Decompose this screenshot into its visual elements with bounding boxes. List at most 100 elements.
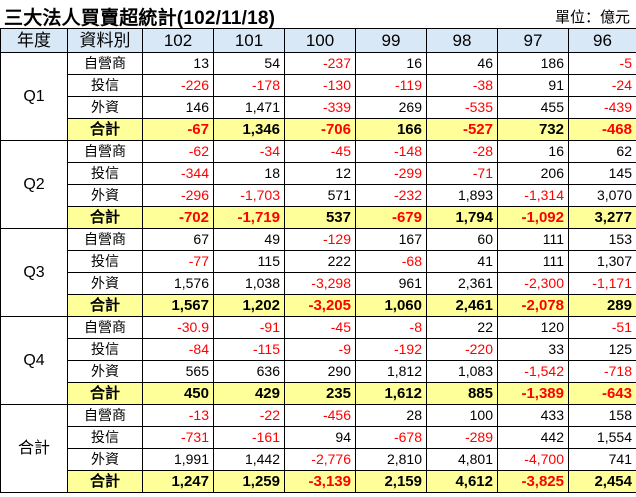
value-cell: 158 xyxy=(568,404,636,427)
column-header: 資料別 xyxy=(67,28,143,53)
value-cell: 46 xyxy=(426,52,498,75)
value-cell: 235 xyxy=(284,382,356,405)
unit-label: 單位：億元 xyxy=(554,9,630,26)
row-label: 投信 xyxy=(67,74,143,97)
group-label: Q2 xyxy=(0,140,68,229)
table-row: 外資 -296 -1,703 571 -232 1,893 -1,314 3,070 xyxy=(1,184,636,207)
value-cell: -2,078 xyxy=(497,294,569,317)
value-cell: 166 xyxy=(355,118,427,141)
table-row: Q1 自營商 13 54 -237 16 46 186 -5 xyxy=(0,52,636,141)
value-cell: 4,801 xyxy=(426,448,498,471)
value-cell: -45 xyxy=(284,140,356,163)
value-cell: 62 xyxy=(568,140,636,163)
value-cell: -3,298 xyxy=(284,272,356,295)
table-row: 外資 1,991 1,442 -2,776 2,810 4,801 -4,700 741 xyxy=(1,448,636,471)
value-cell: -45 xyxy=(284,316,356,339)
row-label: 投信 xyxy=(67,162,143,185)
value-cell: -1,092 xyxy=(497,206,569,229)
value-cell: 120 xyxy=(497,316,569,339)
value-cell: -299 xyxy=(355,162,427,185)
value-cell: 442 xyxy=(497,426,569,449)
value-cell: 41 xyxy=(426,250,498,273)
row-label: 外資 xyxy=(67,272,143,295)
value-cell: 961 xyxy=(355,272,427,295)
value-cell: -9 xyxy=(284,338,356,361)
row-label: 合計 xyxy=(67,294,143,317)
column-header: 100 xyxy=(284,28,356,53)
row-label: 合計 xyxy=(67,206,143,229)
table-row: Q3 自營商 67 49 -129 167 60 111 153 xyxy=(0,228,636,317)
value-cell: 91 xyxy=(497,74,569,97)
value-cell: 1,083 xyxy=(426,360,498,383)
value-cell: -28 xyxy=(426,140,498,163)
table-row: 合計 -702 -1,719 537 -679 1,794 -1,092 3,277 xyxy=(1,206,636,229)
value-cell: -130 xyxy=(284,74,356,97)
value-cell: -67 xyxy=(142,118,214,141)
table-row: 合計 450 429 235 1,612 885 -1,389 -643 xyxy=(1,382,636,405)
value-cell: -1,389 xyxy=(497,382,569,405)
value-cell: 167 xyxy=(355,228,427,251)
value-cell: 1,038 xyxy=(213,272,285,295)
value-cell: 33 xyxy=(497,338,569,361)
row-label: 投信 xyxy=(67,338,143,361)
value-cell: 1,471 xyxy=(213,96,285,119)
group-label: Q1 xyxy=(0,52,68,141)
value-cell: 94 xyxy=(284,426,356,449)
column-header: 97 xyxy=(497,28,569,53)
value-cell: 269 xyxy=(355,96,427,119)
table-row: 外資 146 1,471 -339 269 -535 455 -439 xyxy=(1,96,636,119)
value-cell: -706 xyxy=(284,118,356,141)
value-cell: 1,893 xyxy=(426,184,498,207)
table-header-row: 年度 資料別 102 101 100 99 98 97 96 xyxy=(0,28,636,53)
value-cell: 537 xyxy=(284,206,356,229)
value-cell: 16 xyxy=(497,140,569,163)
column-header: 96 xyxy=(568,28,636,53)
value-cell: 153 xyxy=(568,228,636,251)
value-cell: -232 xyxy=(355,184,427,207)
column-header: 99 xyxy=(355,28,427,53)
table-body: Q1 自營商 13 54 -237 16 46 186 -5 投信 -226 -178 -130 -119… xyxy=(0,52,636,493)
value-cell: -5 xyxy=(568,52,636,75)
value-cell: 433 xyxy=(497,404,569,427)
value-cell: 1,794 xyxy=(426,206,498,229)
value-cell: -226 xyxy=(142,74,214,97)
column-header: 101 xyxy=(213,28,285,53)
value-cell: -220 xyxy=(426,338,498,361)
value-cell: -119 xyxy=(355,74,427,97)
value-cell: 289 xyxy=(568,294,636,317)
value-cell: -344 xyxy=(142,162,214,185)
table-row: 合計 1,567 1,202 -3,205 1,060 2,461 -2,078 289 xyxy=(1,294,636,317)
value-cell: -289 xyxy=(426,426,498,449)
value-cell: -2,776 xyxy=(284,448,356,471)
value-cell: 1,554 xyxy=(568,426,636,449)
value-cell: -237 xyxy=(284,52,356,75)
table-row: 投信 -731 -161 94 -678 -289 442 1,554 xyxy=(1,426,636,449)
value-cell: 3,070 xyxy=(568,184,636,207)
value-cell: 1,812 xyxy=(355,360,427,383)
value-cell: 12 xyxy=(284,162,356,185)
row-label: 自營商 xyxy=(67,316,143,339)
value-cell: 1,247 xyxy=(142,470,214,493)
value-cell: 111 xyxy=(497,250,569,273)
value-cell: 206 xyxy=(497,162,569,185)
value-cell: -13 xyxy=(142,404,214,427)
value-cell: -1,542 xyxy=(497,360,569,383)
value-cell: 732 xyxy=(497,118,569,141)
value-cell: -527 xyxy=(426,118,498,141)
row-label: 自營商 xyxy=(67,404,143,427)
value-cell: 22 xyxy=(426,316,498,339)
value-cell: -38 xyxy=(426,74,498,97)
value-cell: 67 xyxy=(142,228,214,251)
value-cell: -62 xyxy=(142,140,214,163)
value-cell: 565 xyxy=(142,360,214,383)
row-label: 合計 xyxy=(67,382,143,405)
value-cell: -1,703 xyxy=(213,184,285,207)
value-cell: 571 xyxy=(284,184,356,207)
value-cell: 125 xyxy=(568,338,636,361)
value-cell: 60 xyxy=(426,228,498,251)
value-cell: -51 xyxy=(568,316,636,339)
value-cell: 54 xyxy=(213,52,285,75)
value-cell: 885 xyxy=(426,382,498,405)
value-cell: -3,825 xyxy=(497,470,569,493)
column-header: 102 xyxy=(142,28,214,53)
